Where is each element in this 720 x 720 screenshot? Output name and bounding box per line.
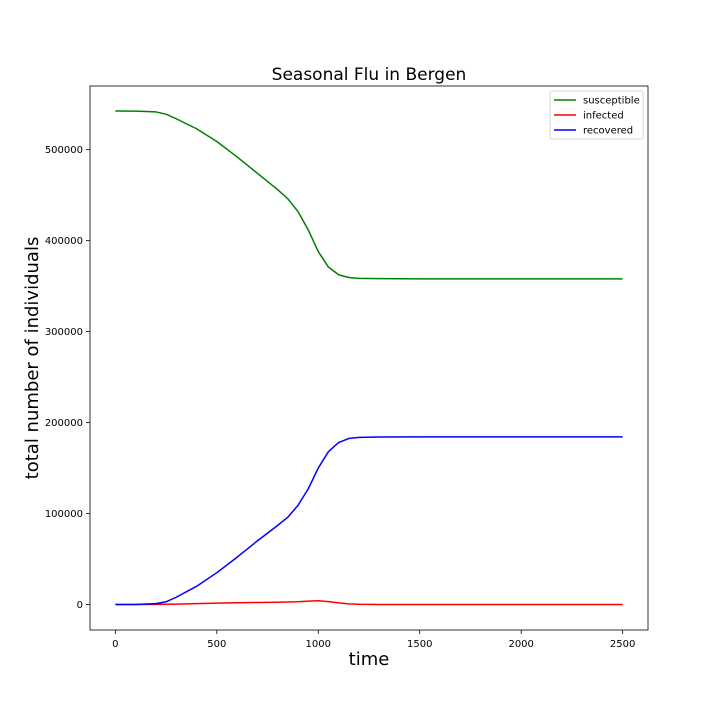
legend-label-infected: infected (583, 111, 624, 122)
plot-frame (89, 85, 649, 631)
y-tick-label: 0 (77, 600, 83, 611)
y-tick-label: 300000 (45, 327, 83, 338)
series-line-recovered (115, 436, 623, 606)
y-tick-label: 200000 (45, 418, 83, 429)
plot-area (115, 110, 623, 606)
chart-title: Seasonal Flu in Bergen (272, 65, 467, 85)
legend: susceptible infected recovered (549, 90, 644, 140)
legend-label-susceptible: susceptible (583, 96, 640, 107)
axis-ticks: 0 500 1000 1500 2000 2500 0 100000 200000 300000 4… (45, 145, 636, 650)
x-tick-label: 2500 (610, 639, 635, 650)
legend-box (549, 90, 644, 140)
x-tick-label: 1500 (407, 639, 432, 650)
y-tick-label: 100000 (45, 509, 83, 520)
x-axis-label: time (349, 649, 390, 670)
legend-label-recovered: recovered (583, 126, 633, 137)
y-axis-label: total number of individuals (22, 237, 43, 480)
x-tick-label: 0 (112, 639, 118, 650)
series-line-infected (115, 599, 623, 606)
y-tick-label: 400000 (45, 236, 83, 247)
series-line-susceptible (115, 110, 623, 280)
x-tick-label: 500 (207, 639, 226, 650)
x-tick-label: 1000 (306, 639, 331, 650)
y-tick-label: 500000 (45, 145, 83, 156)
x-tick-label: 2000 (508, 639, 533, 650)
